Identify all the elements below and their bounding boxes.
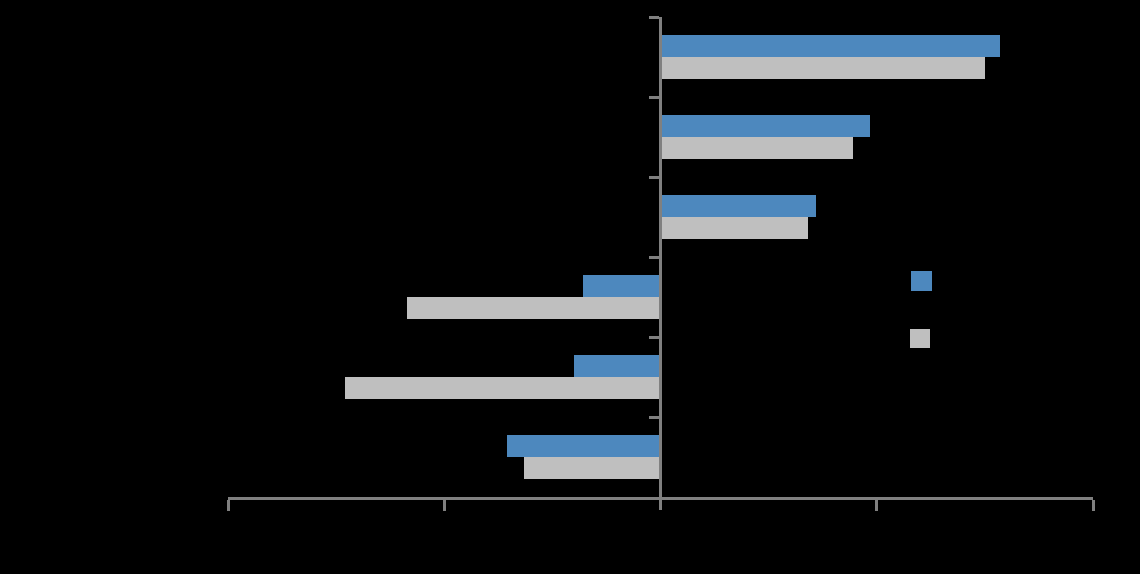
legend-swatch-gray-series xyxy=(910,329,930,348)
bar-blue-series-cat4 xyxy=(583,275,659,297)
bar-gray-series-cat5 xyxy=(345,377,659,399)
bar-gray-series-cat1 xyxy=(662,57,985,79)
bar-gray-series-cat4 xyxy=(407,297,659,319)
y-axis-line xyxy=(659,17,662,510)
bar-gray-series-cat2 xyxy=(662,137,853,159)
x-axis-tick xyxy=(443,500,446,511)
y-axis-tick xyxy=(649,16,659,19)
x-axis-tick xyxy=(875,500,878,511)
y-axis-tick xyxy=(649,176,659,179)
x-axis-line xyxy=(228,497,1093,500)
bar-gray-series-cat3 xyxy=(662,217,808,239)
legend-swatch-blue-series xyxy=(911,271,932,291)
bar-gray-series-cat6 xyxy=(524,457,659,479)
y-axis-tick xyxy=(649,416,659,419)
x-axis-tick xyxy=(1092,500,1095,511)
x-axis-tick xyxy=(227,500,230,511)
y-axis-tick xyxy=(649,336,659,339)
bar-blue-series-cat1 xyxy=(662,35,1000,57)
bar-blue-series-cat5 xyxy=(574,355,659,377)
y-axis-tick xyxy=(649,96,659,99)
bar-blue-series-cat3 xyxy=(662,195,816,217)
bar-blue-series-cat6 xyxy=(507,435,659,457)
bar-blue-series-cat2 xyxy=(662,115,870,137)
y-axis-tick xyxy=(649,256,659,259)
